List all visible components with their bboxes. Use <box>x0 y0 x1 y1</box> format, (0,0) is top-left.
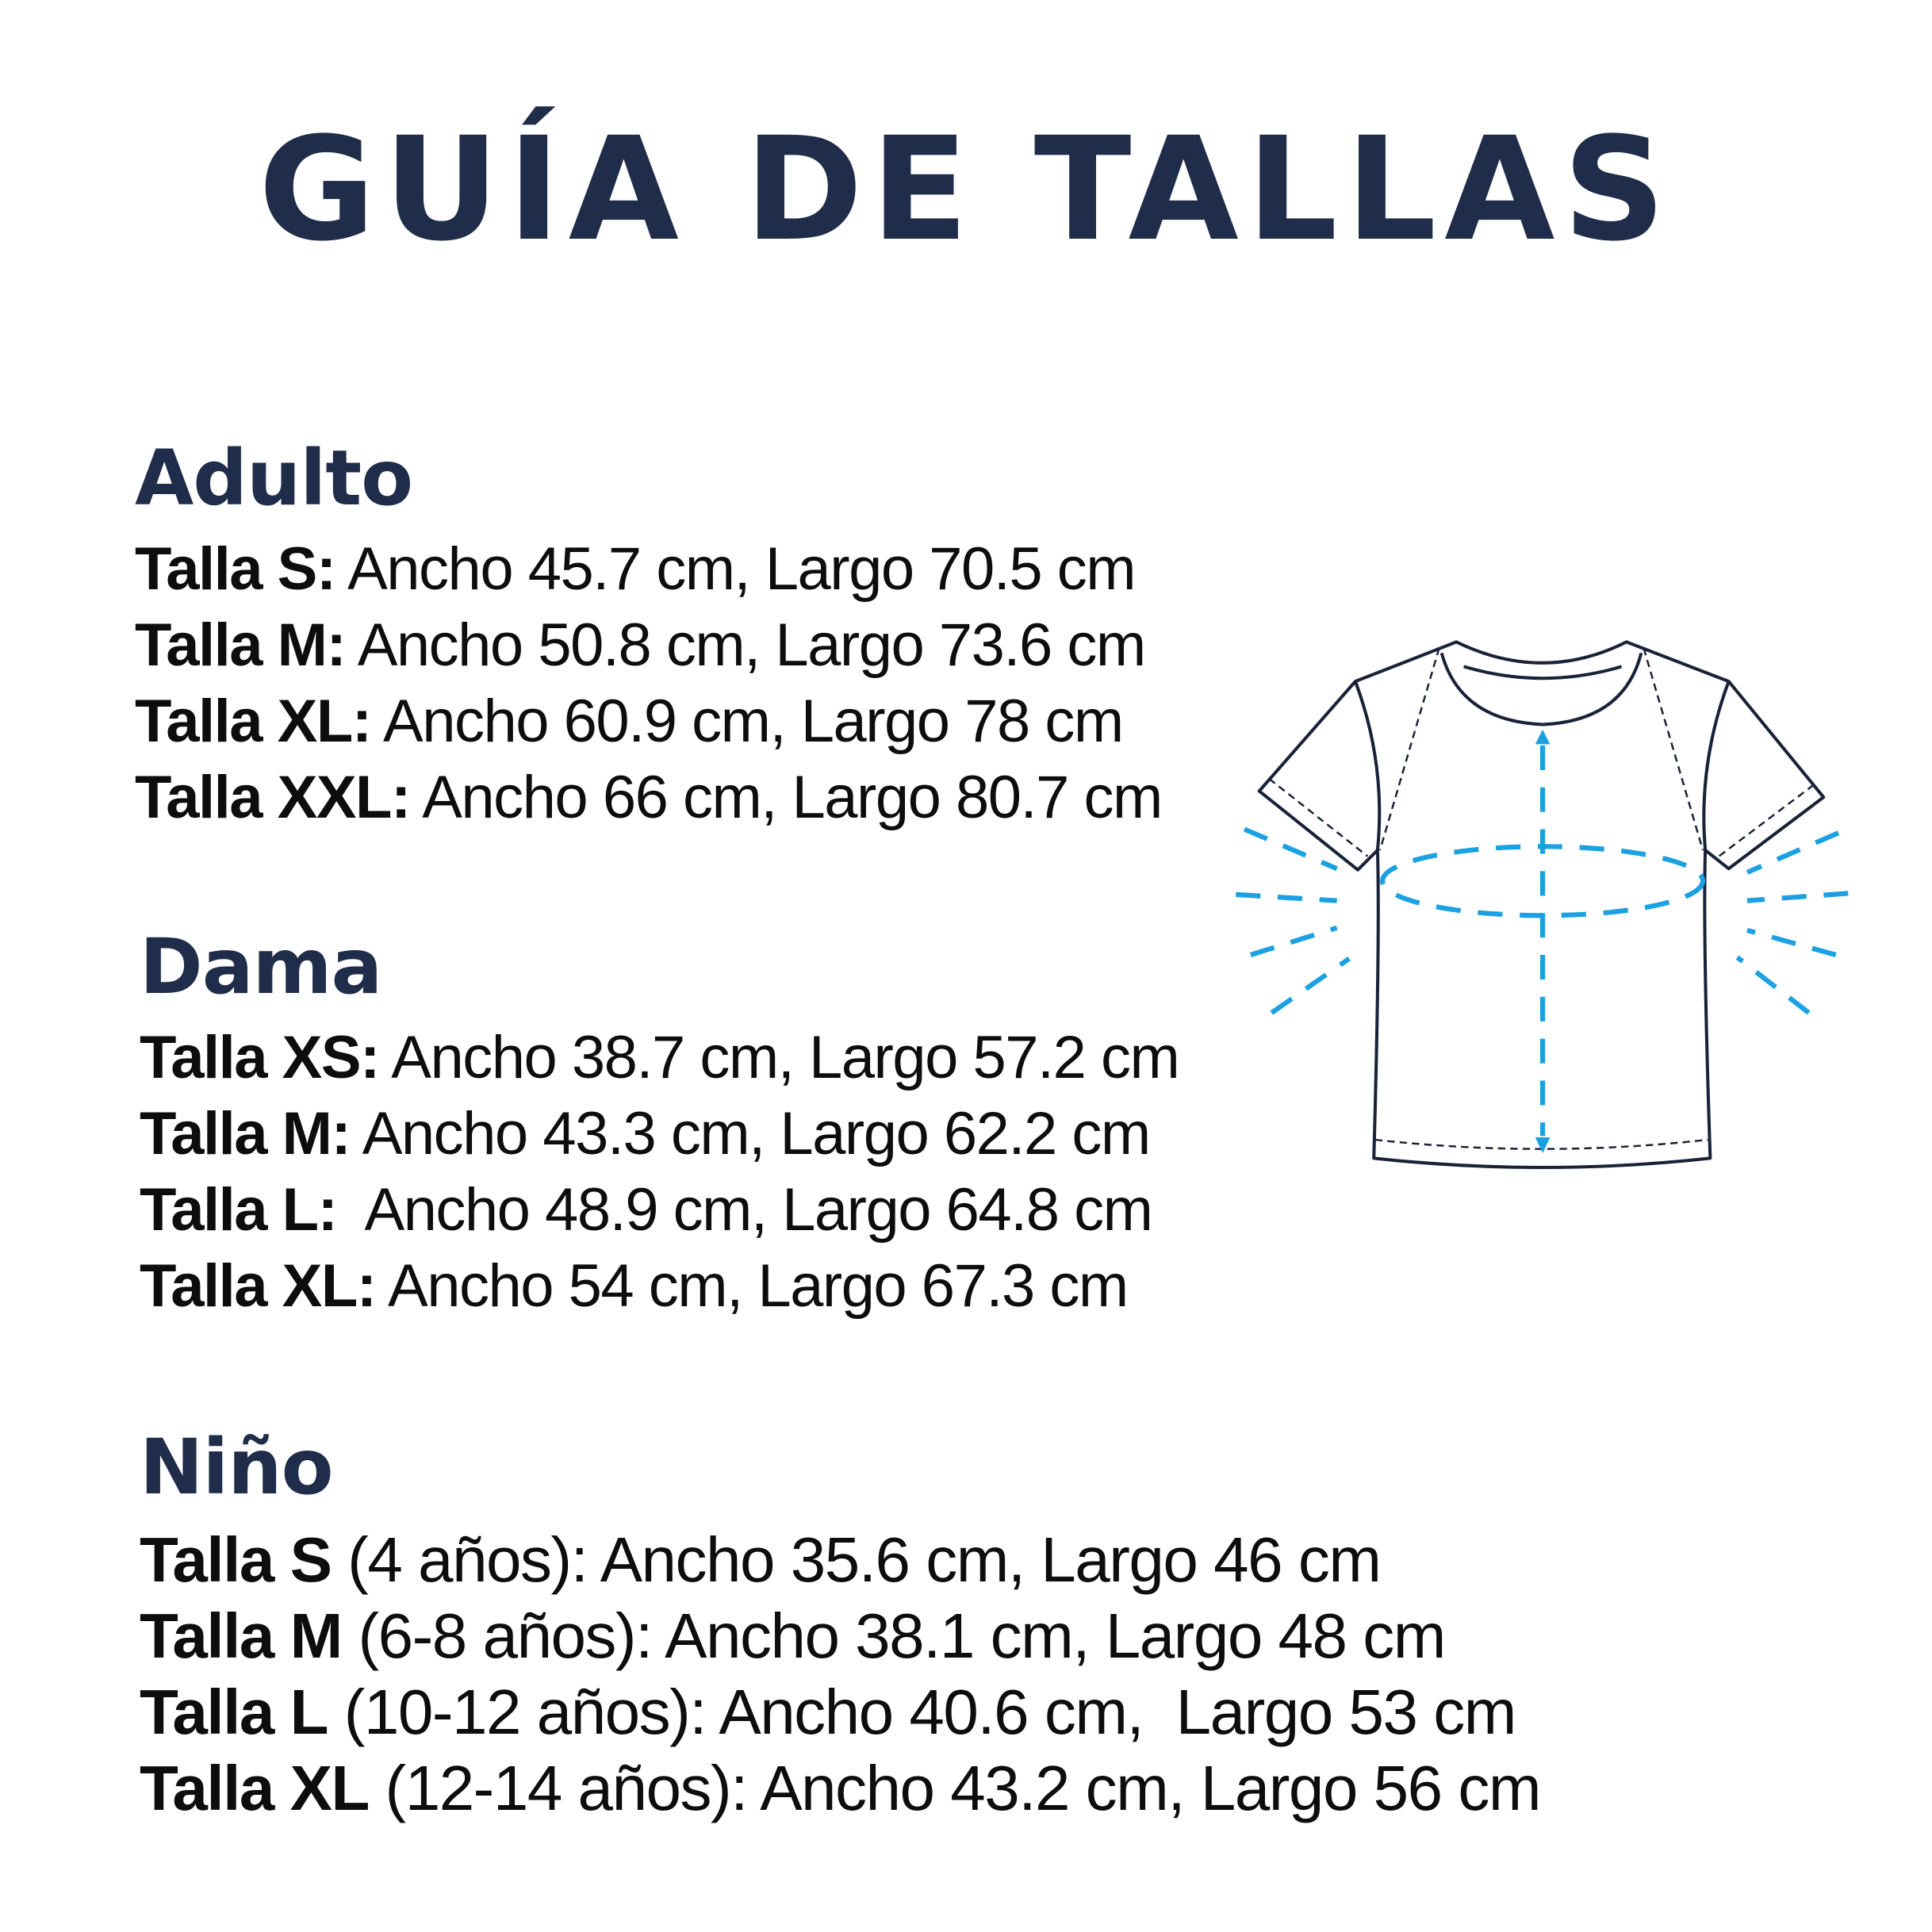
size-label: Talla S <box>140 1524 332 1595</box>
size-row: Talla XL (12-14 años): Ancho 43.2 cm, La… <box>140 1750 1542 1827</box>
section-adulto: Adulto Talla S: Ancho 45.7 cm, Largo 70.… <box>135 434 1163 836</box>
section-heading-dama: Dama <box>140 922 382 1011</box>
size-measurements: Ancho 66 cm, Largo 80.7 cm <box>409 764 1163 831</box>
size-measurements: (6-8 años): Ancho 38.1 cm, Largo 48 cm <box>341 1600 1446 1671</box>
size-measurements: Ancho 50.8 cm, Largo 73.6 cm <box>345 611 1147 679</box>
size-label: Talla L <box>140 1677 328 1747</box>
section-heading-adulto: Adulto <box>135 434 413 523</box>
size-label: Talla XL <box>140 1753 370 1823</box>
size-measurements: Ancho 54 cm, Largo 67.3 cm <box>375 1252 1129 1320</box>
size-row: Talla XXL: Ancho 66 cm, Largo 80.7 cm <box>135 760 1163 836</box>
size-measurements: Ancho 43.3 cm, Largo 62.2 cm <box>350 1100 1152 1167</box>
section-dama: Dama Talla XS: Ancho 38.7 cm, Largo 57.2… <box>140 922 1180 1324</box>
size-measurements: (10-12 años): Ancho 40.6 cm, Largo 53 cm <box>327 1677 1517 1747</box>
page-title: GUÍA DE TALLAS <box>258 107 1674 273</box>
size-label: Talla XXL: <box>135 764 411 831</box>
size-label: Talla M <box>140 1600 343 1671</box>
size-row: Talla XL: Ancho 60.9 cm, Largo 78 cm <box>135 684 1162 760</box>
size-label: Talla M: <box>140 1100 351 1167</box>
size-row: Talla M: Ancho 43.3 cm, Largo 62.2 cm <box>140 1096 1179 1172</box>
size-measurements: (12-14 años): Ancho 43.2 cm, Largo 56 cm <box>368 1753 1542 1823</box>
size-label: Talla XS: <box>140 1024 380 1091</box>
arrowheads <box>1535 729 1551 1154</box>
size-label: Talla S: <box>135 535 336 603</box>
size-label: Talla M: <box>135 611 347 679</box>
size-row: Talla L: Ancho 48.9 cm, Largo 64.8 cm <box>140 1172 1179 1248</box>
size-measurements: (4 años): Ancho 35.6 cm, Largo 46 cm <box>331 1524 1382 1595</box>
size-measurements: Ancho 60.9 cm, Largo 78 cm <box>370 688 1124 755</box>
size-row: Talla M: Ancho 50.8 cm, Largo 73.6 cm <box>135 608 1162 684</box>
measurement-lines <box>1236 745 1849 1137</box>
size-label: Talla L: <box>140 1176 338 1244</box>
size-label: Talla XL: <box>140 1252 377 1320</box>
size-measurements: Ancho 45.7 cm, Largo 70.5 cm <box>335 535 1137 603</box>
size-row: Talla L (10-12 años): Ancho 40.6 cm, Lar… <box>140 1674 1540 1750</box>
t-shirt-outline <box>1257 640 1826 1170</box>
size-row: Talla M (6-8 años): Ancho 38.1 cm, Largo… <box>140 1598 1540 1674</box>
size-row: Talla S: Ancho 45.7 cm, Largo 70.5 cm <box>135 531 1162 608</box>
size-label: Talla XL: <box>135 688 372 755</box>
size-row: Talla XL: Ancho 54 cm, Largo 67.3 cm <box>140 1248 1179 1324</box>
size-row: Talla S (4 años): Ancho 35.6 cm, Largo 4… <box>140 1522 1540 1598</box>
size-row: Talla XS: Ancho 38.7 cm, Largo 57.2 cm <box>140 1020 1180 1096</box>
size-measurements: Ancho 38.7 cm, Largo 57.2 cm <box>378 1024 1180 1091</box>
section-heading-nino: Niño <box>140 1423 334 1512</box>
size-measurements: Ancho 48.9 cm, Largo 64.8 cm <box>336 1176 1153 1244</box>
section-nino: Niño Talla S (4 años): Ancho 35.6 cm, La… <box>140 1423 1542 1827</box>
